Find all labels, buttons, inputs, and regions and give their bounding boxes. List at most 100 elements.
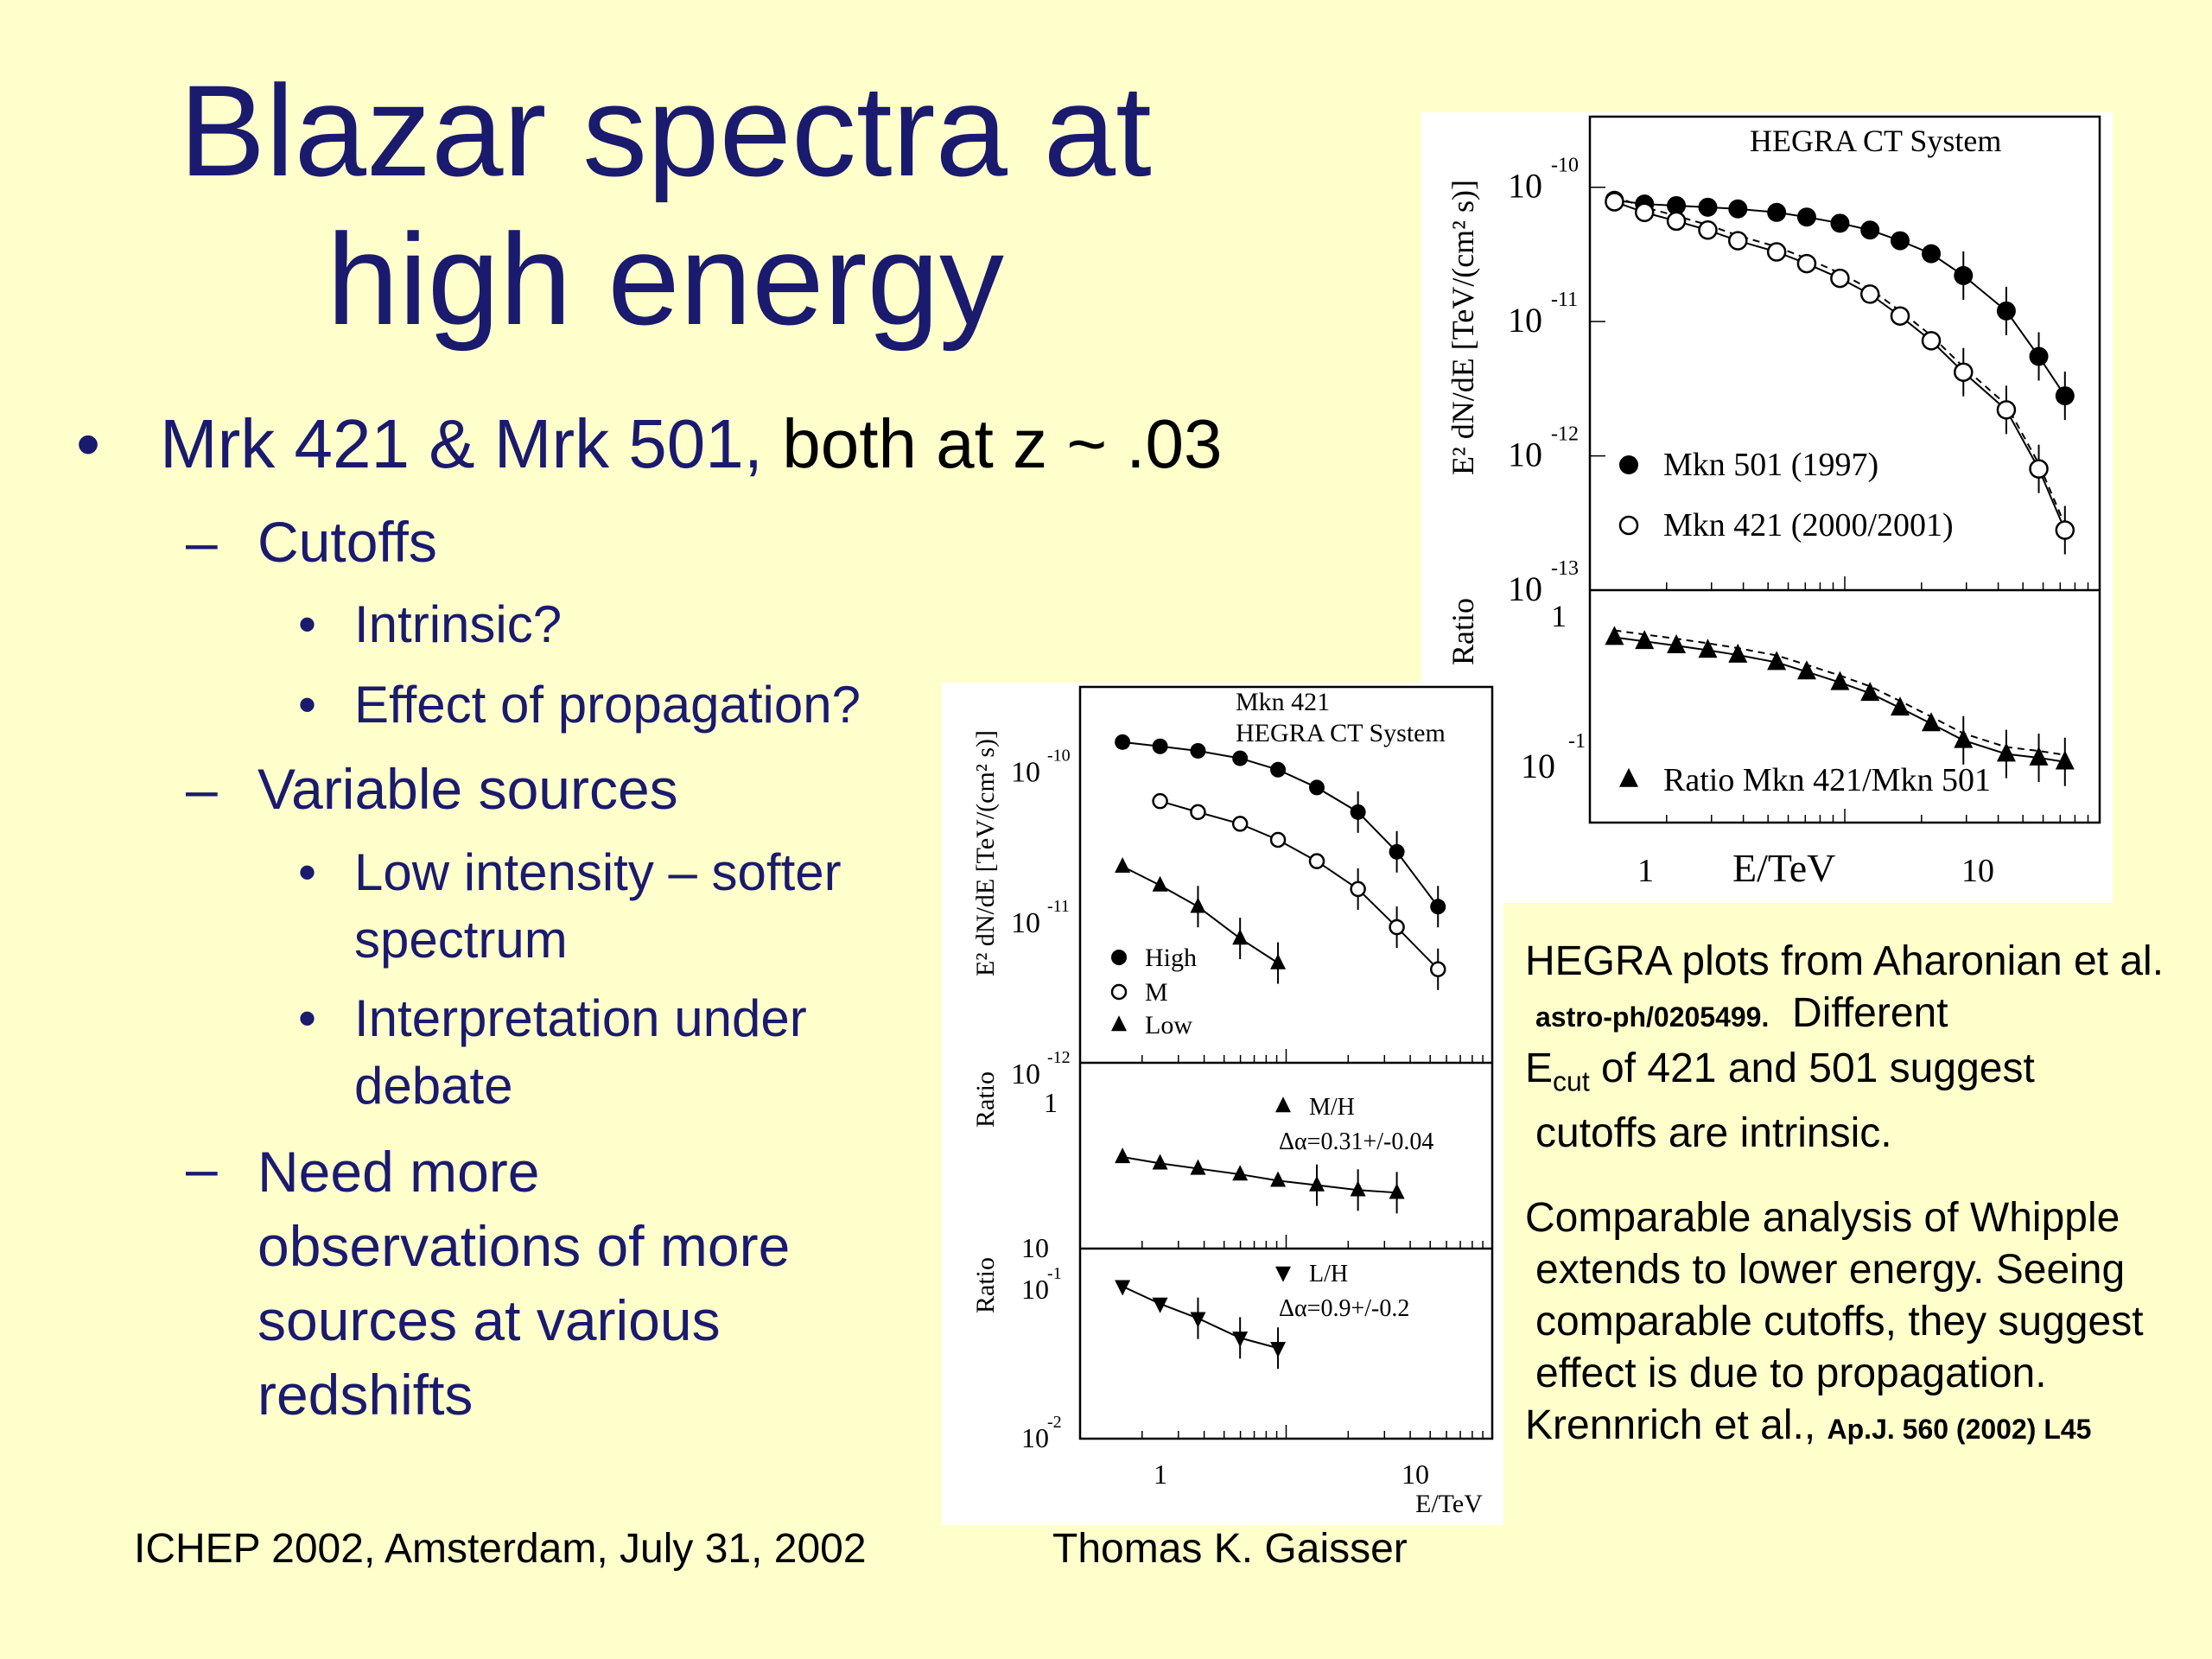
data-point <box>1860 682 1880 702</box>
fit-curve <box>1122 1155 1397 1194</box>
data-point <box>1190 1312 1206 1328</box>
data-point <box>2055 386 2075 406</box>
dash-marker: – <box>186 757 218 821</box>
data-point <box>1728 199 1748 219</box>
legend-label: High <box>1145 944 1197 972</box>
bullet-dot: • <box>298 676 317 734</box>
legend-label: Low <box>1145 1011 1192 1039</box>
data-point <box>1698 639 1718 658</box>
dash-marker: – <box>186 1136 218 1200</box>
ratio-tick-label: 10 <box>1021 1422 1049 1453</box>
footer-author: Thomas K. Gaisser <box>1052 1526 1408 1572</box>
data-point <box>1308 1175 1325 1192</box>
x-tick-label: 1 <box>1637 853 1654 889</box>
slide-title: Blazar spectra at high energy <box>179 58 1152 352</box>
data-point <box>1605 626 1624 645</box>
dash-marker: – <box>186 510 218 574</box>
data-point <box>1634 202 1655 223</box>
data-point <box>1190 897 1206 913</box>
data-point <box>1389 843 1405 860</box>
x-tick-label: 10 <box>1402 1459 1429 1490</box>
data-point <box>1232 1332 1249 1348</box>
plot-title: HEGRA CT System <box>1236 719 1446 747</box>
caption-whipple: Comparable analysis of Whipple extends t… <box>1525 1195 2144 1448</box>
plot-title: HEGRA CT System <box>1750 124 2001 158</box>
bullet-dot: • <box>298 595 317 653</box>
legend-marker <box>1110 983 1128 1001</box>
data-point <box>1996 400 2017 420</box>
y-tick-label: 10 <box>1011 1058 1040 1090</box>
data-point <box>1605 192 1624 212</box>
data-point <box>1954 265 1974 285</box>
ratio-tick-label: 10 <box>1021 1274 1049 1305</box>
y-tick-exponent: -11 <box>1047 897 1070 916</box>
legend-label: M <box>1145 978 1168 1007</box>
ratio-tick-exponent: -2 <box>1047 1413 1062 1432</box>
y-tick-exponent: -13 <box>1551 557 1579 580</box>
legend-marker <box>1619 767 1638 787</box>
ratio-tick-label: 10 <box>1521 747 1555 785</box>
data-point <box>1667 195 1687 215</box>
data-point <box>1698 197 1718 217</box>
legend-marker <box>1275 1096 1291 1113</box>
data-point <box>2055 750 2075 770</box>
data-point <box>1767 651 1787 671</box>
data-point <box>1308 779 1325 796</box>
bullet-dot: • <box>298 989 317 1047</box>
fit-annotation: Δα=0.9+/-0.2 <box>1279 1295 1409 1322</box>
data-point <box>1152 738 1168 754</box>
ratio-axis-label: Ratio <box>971 1257 1000 1313</box>
fit-curve <box>1614 636 2065 763</box>
data-point <box>1996 742 2016 762</box>
data-point <box>1430 899 1446 915</box>
data-point <box>1830 671 1850 690</box>
y-tick-exponent: -10 <box>1047 747 1071 766</box>
ratio-tick-label: 1 <box>1551 599 1567 633</box>
x-tick-label: 10 <box>1961 853 1994 889</box>
legend-label: Ratio Mkn 421/Mkn 501 <box>1663 762 1991 798</box>
legend-marker <box>1619 455 1638 474</box>
sub-bullet-variable: Variable sources <box>257 757 678 821</box>
legend-marker <box>1275 1266 1291 1282</box>
data-point <box>1859 284 1880 304</box>
data-point <box>1152 792 1168 810</box>
y-axis-label: E² dN/dE [TeV/(cm² s)] <box>971 730 1000 976</box>
data-point <box>1231 816 1249 832</box>
data-point <box>1232 1165 1249 1181</box>
data-point <box>1635 630 1655 650</box>
data-point <box>1796 253 1817 274</box>
data-point <box>1860 220 1880 240</box>
data-point <box>1152 875 1168 892</box>
data-point <box>1996 301 2016 321</box>
bullet-dot: • <box>76 405 101 482</box>
footer-conference: ICHEP 2002, Amsterdam, July 31, 2002 <box>134 1526 867 1572</box>
fit-curve-dashed <box>1614 195 2066 525</box>
data-point <box>1232 929 1249 945</box>
data-point <box>1269 831 1287 849</box>
data-point <box>1891 231 1910 251</box>
x-axis-label: E/TeV <box>1732 846 1835 890</box>
ratio-axis-label: Ratio <box>971 1071 1000 1128</box>
hegra-plot: HEGRA CT System 10 -10 10 -11 10 -12 10 -13 E² dN… <box>1421 112 2113 903</box>
data-point <box>1389 1183 1405 1199</box>
legend-marker <box>1618 515 1639 536</box>
data-point <box>1667 634 1687 654</box>
data-point <box>1830 268 1850 289</box>
data-point <box>2029 346 2049 366</box>
data-point <box>1796 207 1816 227</box>
y-tick-exponent: -12 <box>1047 1048 1071 1067</box>
data-point <box>1308 853 1325 869</box>
legend-marker <box>1111 950 1127 965</box>
data-point <box>1796 660 1816 680</box>
data-point <box>1666 211 1687 232</box>
ratio-tick-label: 1 <box>1044 1087 1058 1118</box>
caption-hegra: HEGRA plots from Aharonian et al. astro-… <box>1525 938 2164 1156</box>
y-tick-label: 10 <box>1508 569 1542 608</box>
data-point <box>1152 1297 1168 1313</box>
sub-sub-bullet-low-intensity: Low intensity – softer spectrum <box>354 843 842 969</box>
bullet-dot: • <box>298 843 317 901</box>
y-axis-label: E² dN/dE [TeV/(cm² s)] <box>1446 180 1480 475</box>
data-point <box>1890 306 1910 326</box>
x-axis-label: E/TeV <box>1415 1490 1483 1518</box>
